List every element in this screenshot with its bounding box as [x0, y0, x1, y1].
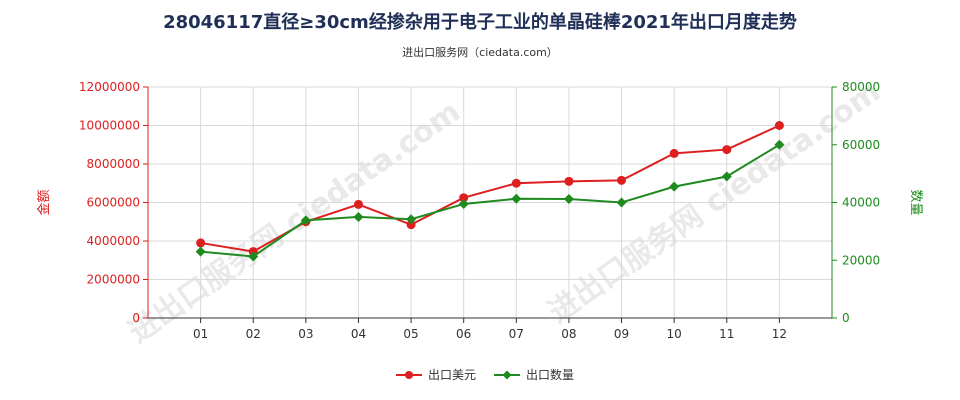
x-axis-tick-label: 10 — [667, 327, 682, 341]
x-axis-tick-label: 01 — [193, 327, 208, 341]
data-point-export-quantity — [195, 246, 206, 257]
x-axis-tick-label: 04 — [351, 327, 366, 341]
left-axis-tick-label: 8000000 — [87, 157, 140, 171]
data-point-export-usd — [669, 148, 679, 158]
right-axis-tick-label: 60000 — [842, 138, 880, 152]
data-point-export-quantity — [458, 198, 469, 209]
data-point-export-quantity — [353, 211, 364, 222]
data-point-export-quantity — [511, 193, 522, 204]
right-axis-tick-label: 0 — [842, 311, 850, 325]
data-point-export-quantity — [563, 194, 574, 205]
axes: 0200000040000006000000800000010000000120… — [36, 80, 923, 341]
data-point-export-usd — [511, 178, 521, 188]
left-axis-tick-label: 6000000 — [87, 196, 140, 210]
data-point-export-quantity — [248, 251, 259, 262]
x-axis-tick-label: 09 — [614, 327, 629, 341]
series-line-export-quantity — [200, 143, 780, 258]
x-axis-tick-label: 06 — [456, 327, 471, 341]
data-point-export-usd — [722, 145, 732, 155]
left-axis-tick-label: 0 — [132, 311, 140, 325]
data-point-export-usd — [406, 220, 416, 230]
x-axis-tick-label: 08 — [561, 327, 576, 341]
chart-title: 28046117直径≥30cm经掺杂用于电子工业的单晶硅棒2021年出口月度走势 — [163, 12, 797, 33]
left-axis-tick-label: 12000000 — [79, 80, 140, 94]
chart-subtitle: 进出口服务网（ciedata.com） — [402, 46, 558, 59]
x-axis-tick-label: 03 — [298, 327, 313, 341]
x-axis-tick-label: 12 — [772, 327, 787, 341]
data-point-export-quantity — [406, 214, 417, 225]
data-point-export-quantity — [721, 171, 732, 182]
data-point-export-usd — [196, 238, 206, 248]
data-point-export-usd — [774, 121, 784, 130]
legend-swatch-marker — [405, 371, 413, 379]
data-point-export-quantity — [669, 181, 680, 192]
x-axis-tick-label: 05 — [403, 327, 418, 341]
legend: 出口美元 出口数量 — [396, 367, 574, 382]
grid — [147, 86, 833, 319]
left-axis-tick-label: 4000000 — [87, 234, 140, 248]
watermark: 进出口服务网 ciedata.com 进出口服务网 ciedata.com — [122, 74, 887, 350]
data-point-export-quantity — [300, 215, 311, 226]
data-point-export-quantity — [774, 139, 785, 150]
right-axis-tick-label: 80000 — [842, 80, 880, 94]
data-point-export-usd — [459, 193, 469, 203]
x-axis-tick-label: 02 — [246, 327, 261, 341]
data-point-export-usd — [353, 199, 363, 209]
right-axis-tick-label: 20000 — [842, 253, 880, 267]
right-axis-tick-label: 40000 — [842, 196, 880, 210]
x-axis-tick-label: 11 — [719, 327, 734, 341]
right-axis-label: 数量 — [908, 189, 923, 215]
left-axis-tick-label: 2000000 — [87, 273, 140, 287]
data-point-export-usd — [564, 176, 574, 186]
legend-label: 出口数量 — [526, 367, 574, 382]
data-point-export-quantity — [616, 197, 627, 208]
left-axis-tick-label: 10000000 — [79, 119, 140, 133]
left-axis-label: 金额 — [36, 189, 52, 215]
series — [195, 121, 785, 262]
legend-label: 出口美元 — [428, 368, 476, 382]
data-point-export-usd — [617, 175, 627, 185]
x-axis-tick-label: 07 — [509, 327, 524, 341]
legend-swatch-marker — [502, 370, 512, 380]
